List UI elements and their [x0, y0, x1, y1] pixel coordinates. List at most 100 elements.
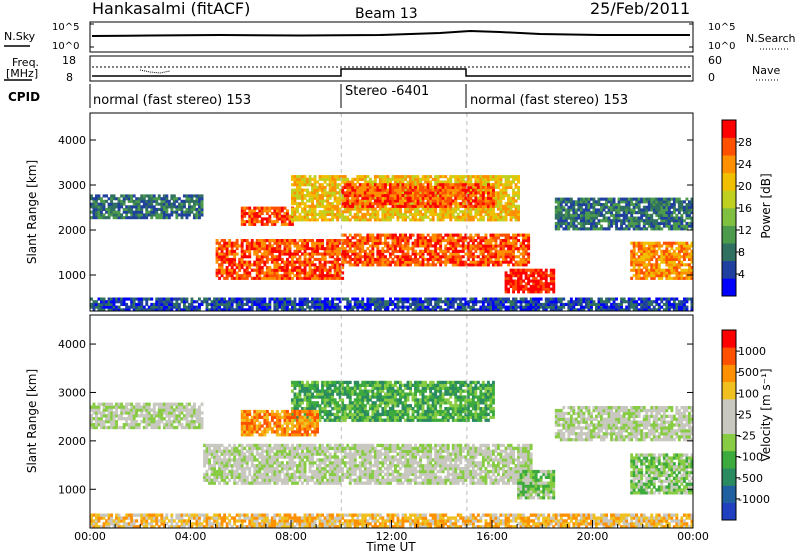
cpid-panel: CPID normal (fast stereo) 153 Stereo -64…	[8, 84, 628, 108]
power-cell	[424, 210, 428, 214]
power-cell	[316, 274, 319, 278]
power-cell	[198, 297, 201, 301]
power-cell	[296, 191, 299, 195]
power-cell	[436, 204, 440, 208]
power-cell	[529, 284, 533, 288]
power-cell	[444, 239, 448, 243]
power-cell	[494, 180, 498, 184]
power-cell	[662, 268, 666, 272]
power-cell	[446, 194, 450, 198]
power-cell	[487, 207, 490, 211]
power-cell	[280, 276, 284, 280]
power-cell	[188, 308, 191, 312]
power-cell	[680, 274, 684, 278]
power-cell	[90, 197, 93, 201]
power-cell	[632, 252, 636, 256]
power-cell	[690, 241, 694, 245]
power-cell	[368, 308, 372, 312]
power-cell	[429, 241, 433, 245]
power-cell	[308, 196, 312, 200]
power-cell	[396, 207, 400, 211]
power-cell	[587, 205, 591, 209]
power-cell	[240, 214, 244, 218]
power-cell	[228, 274, 232, 278]
power-cell	[280, 222, 284, 226]
power-cell	[180, 216, 184, 220]
power-cell	[140, 207, 144, 211]
power-cell	[273, 247, 277, 251]
power-cell	[527, 255, 531, 259]
power-cell	[396, 185, 400, 189]
power-cell	[522, 236, 525, 240]
power-cell	[238, 263, 242, 267]
power-cell	[341, 247, 345, 251]
power-cell	[378, 297, 382, 301]
power-cell	[449, 215, 453, 219]
power-cell	[311, 252, 314, 256]
power-cell	[441, 204, 445, 208]
power-cell	[396, 202, 400, 206]
power-cell	[507, 279, 510, 283]
power-cell	[464, 180, 468, 184]
power-cell	[409, 183, 412, 187]
power-cell	[358, 247, 362, 251]
power-cell	[291, 212, 294, 216]
power-cell	[499, 263, 503, 267]
power-cell	[283, 271, 287, 275]
power-cell	[625, 213, 629, 217]
power-cell	[381, 215, 385, 219]
power-cell	[404, 194, 407, 198]
power-cell	[497, 257, 500, 261]
power-cell	[220, 257, 224, 261]
power-cell	[313, 247, 317, 251]
power-cell	[326, 183, 330, 187]
power-cell	[612, 219, 616, 223]
power-cell	[519, 282, 523, 286]
power-cell	[409, 233, 412, 237]
power-cell	[446, 260, 450, 264]
power-cell	[291, 241, 294, 245]
power-cell	[685, 221, 689, 225]
power-cell	[278, 249, 282, 253]
power-cell	[409, 260, 412, 264]
power-cell	[366, 175, 370, 179]
power-cell	[308, 268, 312, 272]
power-cell	[303, 249, 307, 253]
power-cell	[145, 202, 149, 206]
power-cell	[318, 188, 322, 192]
power-cell	[245, 241, 249, 245]
power-cell	[288, 297, 292, 301]
power-cell	[471, 263, 475, 267]
power-cell	[559, 211, 563, 215]
power-cell	[112, 202, 116, 206]
power-cell	[296, 210, 299, 214]
power-cell	[230, 268, 234, 272]
power-cell	[373, 257, 377, 261]
power-cell	[446, 233, 450, 237]
power-cell	[386, 180, 390, 184]
power-cell	[298, 202, 302, 206]
power-cell	[439, 191, 443, 195]
power-cell	[255, 308, 259, 312]
power-cell	[183, 210, 186, 214]
power-cell	[318, 239, 322, 243]
power-cell	[180, 300, 184, 304]
power-cell	[157, 197, 161, 201]
power-cell	[406, 247, 410, 251]
power-cell	[469, 199, 473, 203]
power-cell	[677, 266, 681, 270]
power-cell	[622, 205, 626, 209]
power-cell	[610, 203, 613, 207]
power-cell	[461, 244, 465, 248]
power-cell	[401, 233, 405, 237]
power-cell	[328, 177, 332, 181]
power-cell	[313, 257, 317, 261]
power-cell	[466, 247, 470, 251]
power-cell	[464, 252, 468, 256]
power-cell	[524, 287, 528, 291]
power-cell	[243, 276, 247, 280]
power-cell	[265, 252, 269, 256]
power-cell	[258, 220, 262, 224]
power-cell	[574, 227, 578, 231]
power-cell	[177, 302, 181, 306]
